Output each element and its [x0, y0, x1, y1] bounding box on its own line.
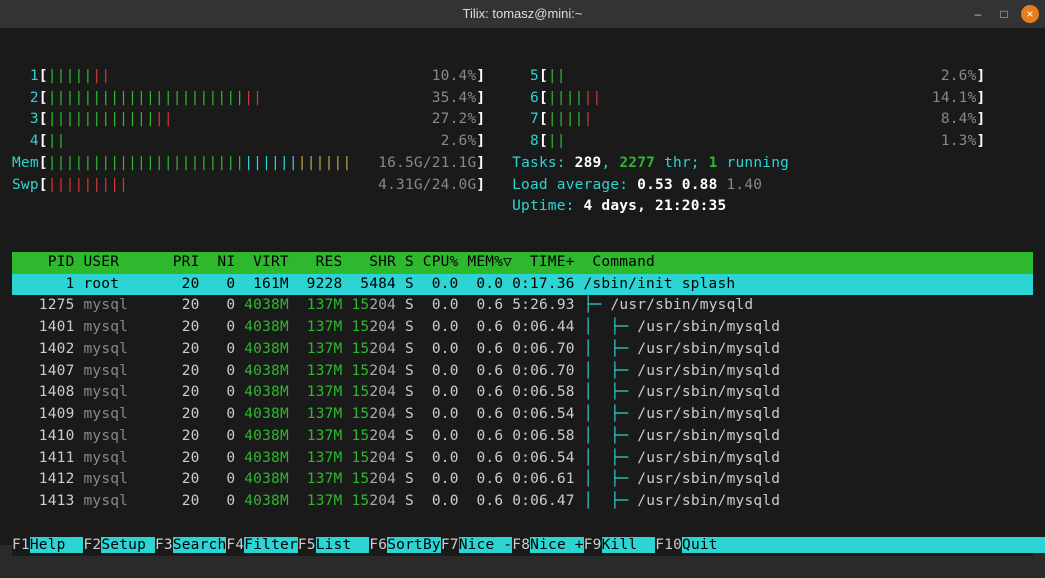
mem-row: Mem[|||||||||||||||||||||||||||||||||| 1…	[12, 153, 1033, 175]
swp-row: Swp[||||||||| 4.31G/24.0G] Load average:…	[12, 175, 1033, 197]
meters: 1[||||||| 10.4%] 5[|| 2.6%] 2[||||||||||…	[12, 66, 1033, 218]
uptime-row: Uptime: 4 days, 21:20:35	[12, 196, 1033, 218]
table-row[interactable]: 1413 mysql 20 0 4038M 137M 15204 S 0.0 0…	[12, 491, 1033, 513]
table-header[interactable]: PID USER PRI NI VIRT RES SHR S CPU% MEM%…	[12, 252, 1033, 274]
minimize-button[interactable]: –	[969, 5, 987, 23]
table-row[interactable]: 1408 mysql 20 0 4038M 137M 15204 S 0.0 0…	[12, 382, 1033, 404]
table-row[interactable]: 1411 mysql 20 0 4038M 137M 15204 S 0.0 0…	[12, 448, 1033, 470]
table-row[interactable]: 1402 mysql 20 0 4038M 137M 15204 S 0.0 0…	[12, 339, 1033, 361]
window-controls: – □ ×	[969, 5, 1039, 23]
cpu-row: 3[|||||||||||||| 27.2%] 7[||||| 8.4%]	[12, 109, 1033, 131]
process-table: PID USER PRI NI VIRT RES SHR S CPU% MEM%…	[12, 252, 1033, 513]
table-row[interactable]: 1409 mysql 20 0 4038M 137M 15204 S 0.0 0…	[12, 404, 1033, 426]
table-row[interactable]: 1407 mysql 20 0 4038M 137M 15204 S 0.0 0…	[12, 361, 1033, 383]
cpu-row: 2[|||||||||||||||||||||||| 35.4%] 6[||||…	[12, 88, 1033, 110]
table-row[interactable]: 1410 mysql 20 0 4038M 137M 15204 S 0.0 0…	[12, 426, 1033, 448]
footer-bar: F1Help F2Setup F3SearchF4FilterF5List F6…	[12, 535, 1033, 557]
maximize-button[interactable]: □	[995, 5, 1013, 23]
titlebar: Tilix: tomasz@mini:~ – □ ×	[0, 0, 1045, 28]
table-row[interactable]: 1401 mysql 20 0 4038M 137M 15204 S 0.0 0…	[12, 317, 1033, 339]
table-row[interactable]: 1275 mysql 20 0 4038M 137M 15204 S 0.0 0…	[12, 295, 1033, 317]
cpu-row: 1[||||||| 10.4%] 5[|| 2.6%]	[12, 66, 1033, 88]
table-row[interactable]: 1412 mysql 20 0 4038M 137M 15204 S 0.0 0…	[12, 469, 1033, 491]
window-title: Tilix: tomasz@mini:~	[463, 4, 583, 24]
table-row[interactable]: 1 root 20 0 161M 9228 5484 S 0.0 0.0 0:1…	[12, 274, 1033, 296]
close-button[interactable]: ×	[1021, 5, 1039, 23]
cpu-row: 4[|| 2.6%] 8[|| 1.3%]	[12, 131, 1033, 153]
terminal: 1[||||||| 10.4%] 5[|| 2.6%] 2[||||||||||…	[0, 28, 1045, 545]
